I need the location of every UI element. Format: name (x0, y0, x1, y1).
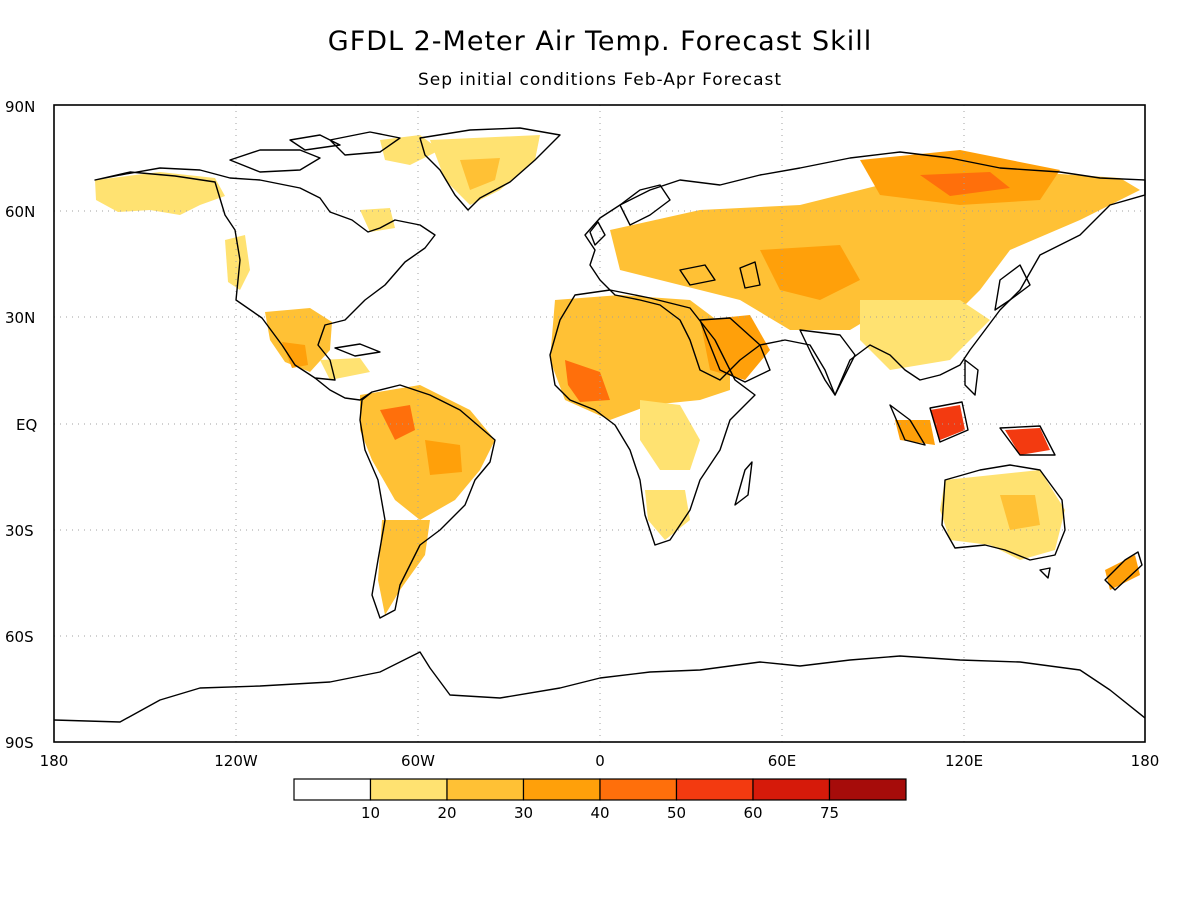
coastline-new-zealand (1104, 551, 1143, 591)
lat-label-eq: EQ (16, 416, 37, 434)
skill-patch-brazil-east (425, 440, 462, 475)
legend-box-6 (752, 778, 831, 801)
coastline-central-america (314, 377, 373, 401)
skill-patch-amazon-core (380, 405, 415, 440)
legend-box-1 (369, 778, 448, 801)
skill-patch-greenland-core (460, 158, 500, 190)
skill-patch-europe (610, 170, 1140, 330)
legend-label-10: 10 (361, 804, 380, 822)
skill-patch-new-guinea (1005, 428, 1050, 455)
legend-label-60: 60 (743, 804, 762, 822)
lon-label-60w: 60W (401, 752, 435, 770)
coastline-caspian (739, 261, 761, 289)
coastline-philippines (964, 359, 979, 396)
skill-patch-alaska (95, 172, 225, 215)
lat-label-60s: 60S (5, 628, 34, 646)
skill-patch-siberia-hot (920, 172, 1010, 196)
lon-axis-labels: 180 120W 60W 0 60E 120E 180 (40, 752, 1160, 770)
skill-patch-canada-east (360, 208, 395, 232)
skill-patch-west-africa (565, 360, 610, 402)
skill-patch-caribbean (320, 358, 370, 380)
color-legend: 10 20 30 40 50 60 75 (293, 778, 907, 822)
coastline-eurasia (584, 151, 1146, 396)
legend-box-3 (522, 778, 601, 801)
skill-patch-australia-core (1000, 495, 1040, 530)
lat-label-60n: 60N (5, 203, 35, 221)
skill-patch-us-south (265, 308, 332, 372)
lat-label-30n: 30N (5, 309, 35, 327)
skill-patch-borneo (930, 405, 965, 440)
skill-patch-us-west (225, 235, 250, 290)
legend-box-2 (446, 778, 525, 801)
skill-patch-china (860, 300, 990, 370)
coastline-greenland (419, 127, 561, 211)
coastline-north-america (94, 167, 436, 381)
legend-label-75: 75 (820, 804, 839, 822)
skill-patch-australia (940, 470, 1065, 560)
coastline-madagascar (734, 461, 753, 506)
legend-label-50: 50 (667, 804, 686, 822)
coastline-tasmania (1039, 567, 1051, 579)
skill-patch-south-africa (645, 490, 690, 540)
coastline-arabia (699, 317, 771, 383)
coastline-sumatra (889, 404, 926, 446)
skill-patch-east-africa (640, 400, 700, 470)
skill-patch-new-zealand (1105, 555, 1140, 590)
legend-label-20: 20 (437, 804, 456, 822)
lon-label-180e: 180 (1131, 752, 1160, 770)
graticule (54, 105, 1145, 742)
lon-label-0: 0 (595, 752, 605, 770)
coastline-new-guinea (999, 425, 1056, 456)
coastlines (53, 127, 1146, 723)
coastline-africa (549, 289, 756, 546)
coastline-scandinavia (619, 184, 671, 226)
lon-label-60e: 60E (768, 752, 797, 770)
lat-axis-labels: 90N 60N 30N EQ 30S 60S 90S (5, 98, 37, 752)
skill-patch-central-asia (760, 245, 860, 300)
legend-box-0 (293, 778, 372, 801)
lat-label-30s: 30S (5, 522, 34, 540)
map-subtitle: Sep initial conditions Feb-Apr Forecast (417, 70, 783, 90)
coastline-south-america (359, 384, 496, 619)
coastline-antarctica (53, 651, 1146, 723)
legend-box-5 (675, 778, 754, 801)
map-frame (53, 104, 1146, 743)
lon-label-120w: 120W (214, 752, 258, 770)
legend-box-7 (828, 778, 907, 801)
skill-patch-mexico (282, 342, 308, 368)
legend-label-40: 40 (590, 804, 609, 822)
coastline-india (799, 329, 856, 396)
legend-label-30: 30 (514, 804, 533, 822)
coastline-black-sea (679, 264, 716, 286)
coastline-cuba (334, 343, 381, 357)
coastline-japan (994, 264, 1031, 311)
map-title: GFDL 2-Meter Air Temp. Forecast Skill (327, 26, 873, 57)
coastline-borneo (929, 401, 969, 443)
coastline-arctic-islands (229, 131, 401, 173)
coastline-british-isles (589, 221, 606, 246)
lon-label-120e: 120E (945, 752, 983, 770)
coastline-australia (941, 464, 1066, 561)
lon-label-180w: 180 (40, 752, 69, 770)
lat-label-90s: 90S (5, 734, 34, 752)
lat-label-90n: 90N (5, 98, 35, 116)
legend-box-4 (599, 778, 678, 801)
skill-patch-argentina (378, 520, 430, 615)
skill-patch-canada-arctic (380, 135, 440, 165)
